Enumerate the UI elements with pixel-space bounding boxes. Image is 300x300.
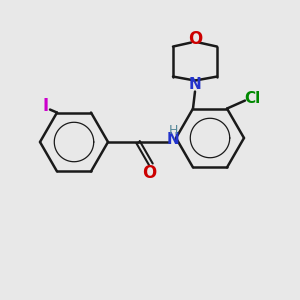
Text: I: I bbox=[43, 97, 49, 115]
Text: Cl: Cl bbox=[244, 91, 260, 106]
Text: N: N bbox=[189, 77, 201, 92]
Text: N: N bbox=[167, 133, 179, 148]
Text: H: H bbox=[168, 124, 178, 137]
Text: O: O bbox=[188, 30, 202, 48]
Text: O: O bbox=[142, 164, 156, 181]
